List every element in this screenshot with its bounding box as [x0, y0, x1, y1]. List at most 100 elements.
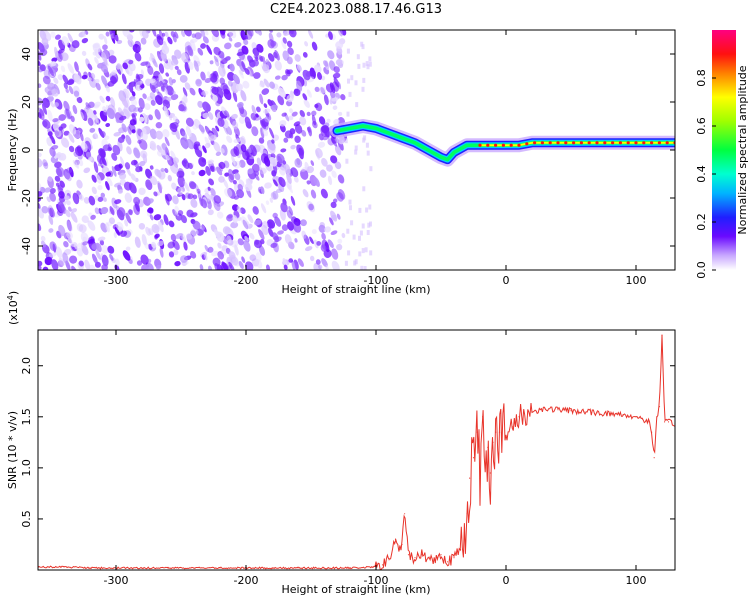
snr-point [271, 567, 273, 569]
noise-blob [139, 116, 145, 122]
signal-ridge [330, 119, 675, 167]
noise-blob [190, 39, 196, 52]
noise-blob [47, 109, 53, 121]
noise-blob [114, 182, 122, 188]
noise-blob [301, 129, 307, 137]
noise-blob [215, 151, 222, 157]
noise-blob [231, 154, 236, 165]
noise-blob [183, 30, 192, 37]
noise-blob [263, 156, 271, 167]
noise-blob [278, 87, 286, 98]
noise-blob [195, 78, 202, 87]
noise-blob [105, 122, 111, 128]
noise-blob [102, 197, 107, 202]
noise-blob [228, 36, 233, 42]
noise-blob [44, 187, 51, 193]
noise-blob [135, 81, 143, 87]
noise-blob [69, 124, 77, 135]
noise-blob [192, 194, 198, 200]
noise-blob [68, 85, 74, 95]
noise-blob [316, 240, 322, 246]
noise-blob [56, 152, 64, 161]
noise-blob [73, 151, 78, 158]
noise-blob [306, 201, 316, 213]
noise-blob [325, 83, 334, 93]
noise-blob [280, 202, 288, 213]
ridge-hot-spot [540, 141, 545, 145]
noise-blob [67, 79, 75, 86]
noise-blob [227, 187, 236, 199]
noise-blob [220, 82, 228, 91]
noise-blob [105, 181, 110, 191]
noise-blob [252, 206, 259, 215]
top-y-tick-label: -20 [20, 189, 33, 207]
bottom-y-tick-label: 1.5 [20, 408, 33, 426]
noise-blob [170, 94, 179, 101]
noise-blob [50, 61, 57, 67]
noise-blob [260, 127, 265, 139]
noise-blob [311, 229, 317, 235]
ridge-hot-spot [603, 141, 607, 145]
noise-blob [58, 48, 65, 54]
noise-blob [331, 248, 339, 260]
noise-blob [329, 217, 334, 226]
noise-blob [334, 161, 342, 170]
snr-point [664, 421, 666, 423]
noise-blob [317, 141, 326, 148]
snr-point [518, 416, 520, 418]
noise-blob [115, 64, 121, 70]
noise-blob [42, 119, 51, 129]
noise-blob [243, 240, 251, 252]
noise-blob [165, 72, 170, 77]
noise-fleck [361, 248, 365, 254]
noise-blob [112, 144, 121, 156]
noise-blob [38, 223, 42, 231]
noise-blob [60, 65, 66, 73]
noise-blob [105, 85, 110, 93]
ridge-core [480, 141, 675, 147]
noise-blob [156, 50, 163, 62]
noise-blob [338, 111, 343, 116]
noise-blob [224, 42, 232, 50]
noise-blob [180, 30, 186, 38]
noise-blob [229, 63, 235, 72]
noise-blob [101, 51, 108, 64]
noise-blob [125, 246, 131, 251]
noise-blob [186, 138, 195, 150]
noise-blob [271, 139, 275, 144]
noise-blob [323, 60, 329, 67]
noise-blob [54, 175, 61, 182]
noise-blob [116, 209, 125, 221]
noise-blob [101, 254, 109, 267]
noise-blob [321, 258, 328, 268]
noise-blob [244, 67, 250, 75]
noise-fleck [359, 230, 363, 236]
noise-blob [61, 137, 70, 148]
noise-blob [93, 101, 101, 108]
noise-blob [145, 226, 151, 236]
noise-blob [57, 184, 64, 191]
noise-fleck [346, 228, 350, 234]
noise-blob [170, 233, 177, 242]
noise-blob [215, 125, 220, 132]
noise-fleck [368, 204, 372, 210]
noise-blob [125, 134, 132, 145]
noise-blob [271, 170, 277, 177]
noise-blob [67, 63, 75, 74]
noise-blob [124, 219, 129, 227]
noise-blob [213, 55, 219, 63]
noise-blob [188, 61, 194, 70]
noise-blob [326, 118, 331, 123]
noise-blob [241, 61, 246, 70]
noise-blob [144, 103, 151, 111]
noise-blob [239, 108, 248, 118]
noise-blob [131, 129, 136, 134]
noise-blob [58, 126, 63, 131]
noise-blob [268, 156, 278, 167]
noise-blob [174, 49, 182, 59]
noise-blob [50, 31, 56, 38]
noise-blob [285, 69, 291, 77]
noise-blob [286, 210, 293, 219]
colorbar-label: Normalized spectral amplitude [736, 65, 749, 234]
noise-blob [177, 187, 184, 196]
